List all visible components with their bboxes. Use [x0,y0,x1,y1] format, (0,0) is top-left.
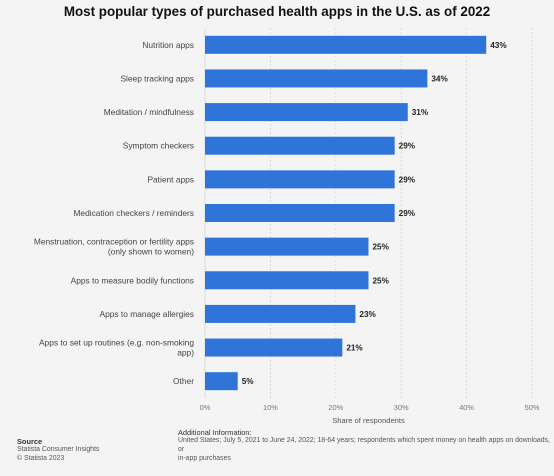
category-label: Nutrition apps [142,40,194,50]
source-line: Statista Consumer Insights [17,446,100,454]
category-label-line: (only shown to women) [108,247,194,257]
category-label-line: Meditation / mindfulness [104,107,194,117]
category-label: Sleep tracking apps [120,73,194,83]
value-label: 5% [242,377,255,386]
value-label: 29% [399,142,416,151]
bar [205,271,369,290]
category-label: Medication checkers / reminders [73,208,194,218]
bar [205,170,395,189]
source-line: © Statista 2023 [17,454,65,462]
x-tick-label: 20% [328,403,343,412]
bar [205,372,238,391]
value-label: 25% [373,243,390,252]
bar [205,136,395,155]
bar [205,237,369,256]
value-label: 31% [412,108,429,117]
bar [205,103,408,122]
x-axis-title: Share of respondents [332,416,405,425]
category-label: Meditation / mindfulness [104,107,194,117]
value-label: 29% [399,175,416,184]
value-label: 25% [373,276,390,285]
bar [205,35,487,54]
x-tick-label: 30% [394,403,409,412]
value-labels: 43% 34% 31% 29% 29% 29% 25% 25% 23% 21% 5% [242,41,508,386]
category-label: Other [173,376,194,386]
category-label: Symptom checkers [123,141,194,151]
category-label-line: Apps to measure bodily functions [71,275,194,285]
category-label-line: Apps to manage allergies [99,309,194,319]
category-label-line: Patient apps [147,174,194,184]
x-tick-labels: 0% 10% 20% 30% 40% 50% [200,403,540,412]
source-block: Source Statista Consumer Insights © Stat… [17,437,99,464]
bar [205,204,395,222]
category-label-line: Menstruation, contraception or fertility… [34,237,194,247]
additional-info-line: United States; July 5, 2021 to June 24, … [178,437,550,453]
bars [205,35,487,391]
category-label: Patient apps [147,174,194,184]
value-label: 21% [346,344,363,353]
category-label-line: Nutrition apps [142,40,194,50]
category-labels: Nutrition apps Sleep tracking apps Meditat… [34,40,194,386]
category-label: Apps to set up routines (e.g. non-smokin… [39,338,194,358]
category-label: Apps to manage allergies [99,309,194,319]
chart-title: Most popular types of purchased health a… [63,4,491,19]
value-label: 23% [359,310,376,319]
x-tick-label: 50% [525,403,540,412]
bar [205,304,356,323]
x-tick-label: 10% [263,403,278,412]
source-title: Source [17,437,43,446]
category-label: Menstruation, contraception or fertility… [34,237,194,257]
bar [205,69,428,88]
category-label-line: Symptom checkers [123,141,194,151]
value-label: 34% [431,74,448,83]
additional-info-line: in-app purchases [178,454,231,462]
category-label-line: Apps to set up routines (e.g. non-smokin… [39,338,194,348]
additional-info-block: Additional Information: United States; J… [178,428,550,463]
additional-info-title: Additional Information: [178,428,252,437]
category-label-line: app) [177,348,194,358]
category-label-line: Sleep tracking apps [120,73,194,83]
value-label: 43% [490,41,507,50]
category-label-line: Other [173,376,194,386]
value-label: 29% [399,209,416,218]
category-label: Apps to measure bodily functions [71,275,194,285]
x-tick-label: 40% [459,403,474,412]
category-label-line: Medication checkers / reminders [73,208,194,218]
x-tick-label: 0% [200,403,211,412]
bar [205,338,343,357]
